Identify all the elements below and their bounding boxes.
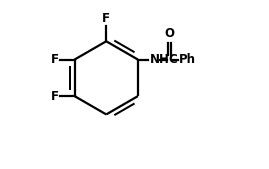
Text: F: F <box>51 90 59 103</box>
Text: NH: NH <box>150 53 170 66</box>
Text: F: F <box>51 53 59 66</box>
Text: F: F <box>102 13 110 26</box>
Text: O: O <box>165 27 175 40</box>
Text: Ph: Ph <box>179 53 196 66</box>
Text: C: C <box>168 53 177 66</box>
